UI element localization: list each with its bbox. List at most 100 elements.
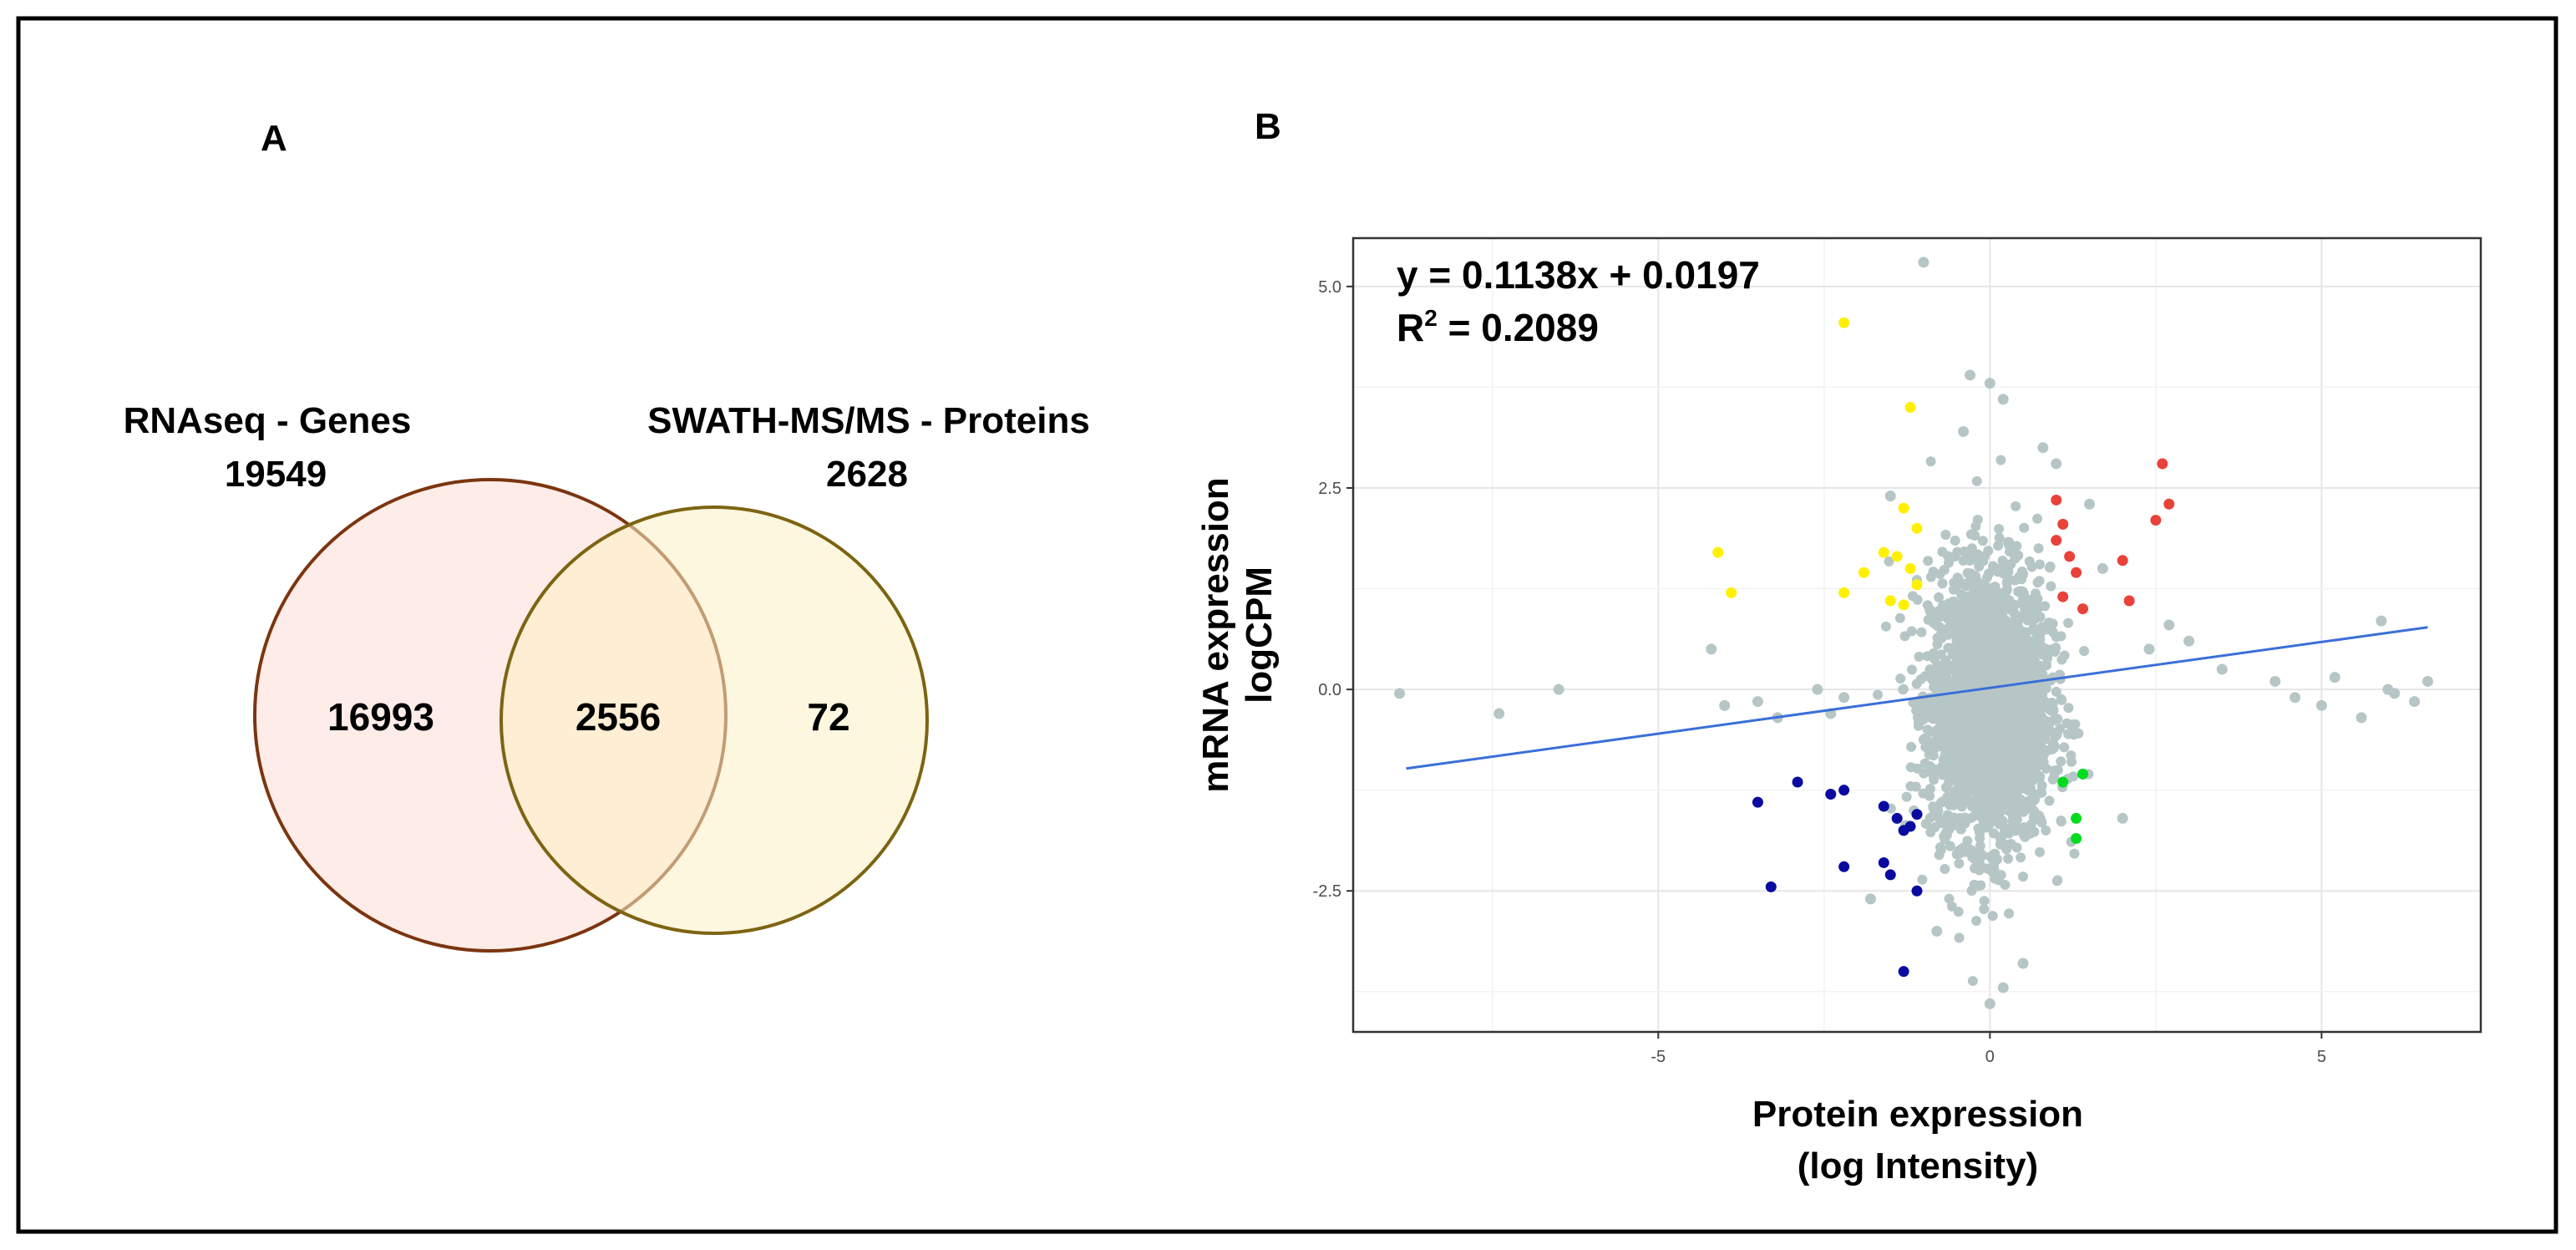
scatter-background-cloud bbox=[1873, 455, 2094, 987]
cloud-point bbox=[2011, 842, 2022, 853]
cloud-point bbox=[2021, 627, 2031, 638]
point-grey bbox=[1965, 369, 1976, 381]
point-red bbox=[2051, 494, 2062, 506]
cloud-point bbox=[1933, 724, 1944, 734]
point-grey bbox=[1958, 425, 1970, 437]
plot-gridlines bbox=[1353, 238, 2481, 1032]
cloud-point bbox=[1958, 763, 1969, 774]
cloud-point bbox=[1954, 858, 1965, 869]
cloud-point bbox=[1965, 671, 1976, 682]
cloud-point bbox=[1931, 734, 1942, 745]
cloud-point bbox=[1924, 761, 1935, 772]
cloud-point bbox=[1990, 749, 2000, 760]
cloud-point bbox=[1981, 641, 1992, 652]
cloud-point bbox=[1992, 563, 2003, 574]
r-squared-superscript: 2 bbox=[1424, 305, 1438, 331]
point-yellow bbox=[1712, 546, 1724, 558]
cloud-point bbox=[2036, 663, 2046, 674]
point-red bbox=[2150, 515, 2162, 526]
cloud-point bbox=[1933, 606, 1944, 617]
point-yellow bbox=[1898, 599, 1909, 611]
cloud-point bbox=[1914, 651, 1924, 662]
cloud-point bbox=[2005, 703, 2016, 714]
point-grey bbox=[2051, 458, 2062, 470]
cloud-point bbox=[1971, 915, 1982, 926]
plot-background bbox=[1353, 238, 2481, 1032]
cloud-point bbox=[1965, 763, 1976, 774]
cloud-point bbox=[2036, 713, 2047, 724]
cloud-point bbox=[2001, 584, 2012, 595]
cloud-point bbox=[2059, 742, 2070, 753]
cloud-point bbox=[2056, 631, 2066, 642]
cloud-point bbox=[2017, 871, 2028, 882]
cloud-point bbox=[1993, 540, 2004, 551]
cloud-point bbox=[2052, 875, 2063, 886]
cloud-point bbox=[2006, 693, 2017, 704]
cloud-point bbox=[2040, 683, 2051, 694]
point-navy bbox=[1911, 809, 1923, 821]
cloud-point bbox=[1997, 734, 2008, 745]
point-navy bbox=[1911, 885, 1923, 897]
point-yellow bbox=[1884, 595, 1896, 607]
r-squared-value: = 0.2089 bbox=[1438, 306, 1599, 349]
venn-right-only-count: 72 bbox=[807, 695, 849, 739]
y-tick-label: 2.5 bbox=[1318, 480, 1341, 498]
cloud-point bbox=[2019, 522, 2030, 533]
point-grey bbox=[1984, 378, 1995, 389]
cloud-point bbox=[1913, 720, 1924, 731]
cloud-point bbox=[2031, 671, 2042, 682]
cloud-point bbox=[1986, 650, 1997, 661]
cloud-point bbox=[1911, 678, 1922, 689]
x-tick-label: 5 bbox=[2317, 1048, 2326, 1066]
point-green bbox=[2071, 833, 2082, 845]
cloud-point bbox=[1967, 719, 1978, 730]
point-grey bbox=[1918, 257, 1929, 268]
cloud-point bbox=[2036, 622, 2047, 633]
cloud-point bbox=[1984, 668, 1995, 678]
cloud-point bbox=[1962, 836, 1973, 846]
cloud-point bbox=[1919, 734, 1929, 744]
x-axis-title-line1: Protein expression bbox=[1752, 1094, 2083, 1135]
cloud-point bbox=[1937, 578, 1948, 589]
point-grey bbox=[2037, 442, 2049, 454]
cloud-point bbox=[1992, 629, 2003, 640]
point-yellow bbox=[1911, 522, 1923, 534]
cloud-point bbox=[1968, 661, 1979, 672]
cloud-point bbox=[1977, 813, 1988, 824]
point-grey bbox=[2315, 699, 2327, 711]
cloud-point bbox=[1997, 744, 2008, 755]
cloud-point bbox=[1994, 532, 2005, 543]
x-tick-label: -5 bbox=[1651, 1048, 1666, 1066]
cloud-point bbox=[2021, 803, 2031, 814]
cloud-point bbox=[1927, 714, 1938, 724]
cloud-point bbox=[2021, 654, 2032, 665]
cloud-point bbox=[1970, 530, 1980, 541]
point-grey bbox=[2409, 696, 2421, 708]
cloud-point bbox=[1966, 543, 1977, 554]
cloud-point bbox=[1945, 841, 1955, 851]
cloud-point bbox=[2011, 541, 2022, 551]
cloud-point bbox=[2014, 699, 2025, 709]
cloud-point bbox=[1997, 816, 2008, 826]
cloud-point bbox=[1984, 568, 1995, 579]
cloud-point bbox=[2026, 694, 2037, 704]
point-navy bbox=[1792, 776, 1803, 788]
point-yellow bbox=[1838, 587, 1850, 598]
cloud-point bbox=[2004, 546, 2015, 557]
cloud-point bbox=[2063, 617, 2074, 628]
cloud-point bbox=[2008, 620, 2019, 631]
point-yellow bbox=[1858, 567, 1869, 578]
cloud-point bbox=[1943, 795, 1954, 805]
venn-right-total: 2628 bbox=[826, 454, 908, 495]
y-tick-label: 5.0 bbox=[1318, 278, 1341, 297]
cloud-point bbox=[1894, 612, 1905, 623]
cloud-point bbox=[1995, 455, 2006, 465]
cloud-point bbox=[2016, 852, 2026, 863]
cloud-point bbox=[2021, 711, 2032, 722]
cloud-point bbox=[2069, 848, 2080, 859]
point-grey bbox=[1838, 692, 1850, 704]
cloud-point bbox=[1972, 576, 1983, 587]
cloud-point bbox=[2004, 908, 2015, 919]
cloud-point bbox=[2036, 720, 2047, 731]
point-yellow bbox=[1726, 587, 1737, 598]
